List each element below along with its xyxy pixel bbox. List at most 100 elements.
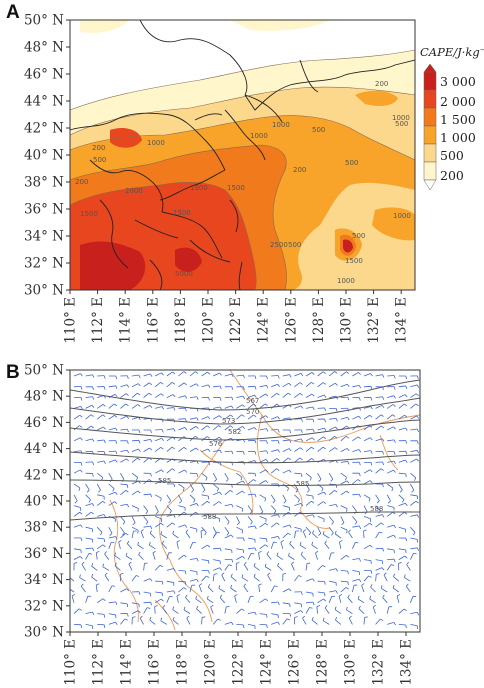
wind-barb (270, 468, 277, 474)
wind-barb-flag (103, 451, 106, 455)
wind-barb (405, 586, 411, 593)
wind-barb (300, 554, 307, 560)
wind-barb (280, 541, 284, 549)
wind-barb-flag (243, 561, 247, 565)
wind-barb (70, 577, 75, 582)
wind-barb (224, 516, 230, 523)
wind-barb-flag (254, 611, 257, 616)
wind-barb-flag (276, 458, 280, 461)
wind-barb-flag (276, 468, 280, 471)
wind-barb (155, 437, 162, 442)
wind-barb (410, 494, 418, 497)
wind-barb (329, 568, 337, 571)
wind-barb-flag (196, 605, 199, 609)
wind-barb-flag (183, 554, 187, 558)
wind-barb (104, 553, 110, 560)
wind-barb (85, 511, 92, 517)
wind-barb-flag (393, 622, 396, 626)
wind-barb (236, 505, 243, 509)
wind-barb (131, 531, 134, 539)
wind-barb-flag (335, 426, 338, 430)
wind-barb-flag (370, 373, 373, 377)
lat-label: 40° N (24, 148, 64, 164)
wind-barb-flag (229, 490, 234, 493)
wind-barb (166, 552, 169, 560)
wind-barb-flag (80, 524, 83, 528)
wind-barb-flag (266, 624, 268, 628)
wind-barb-flag (412, 532, 416, 536)
lon-label: 128° E (315, 639, 331, 686)
wind-barb-flag (103, 460, 106, 464)
wind-barb-flag (205, 477, 208, 481)
wind-barb-flag (127, 613, 129, 617)
wind-barb-flag (254, 473, 257, 477)
wind-barb (328, 596, 333, 603)
wind-barb (271, 621, 278, 625)
wind-barb (288, 555, 295, 560)
wind-barb (224, 414, 231, 420)
wind-barb (294, 494, 300, 500)
wind-barb (143, 578, 151, 582)
wind-barb (189, 557, 197, 560)
wind-barb (120, 526, 125, 534)
wind-barb-flag (202, 489, 206, 493)
wind-barb-flag (415, 500, 419, 504)
wind-barb-flag (369, 522, 373, 526)
wind-barb-flag (254, 547, 257, 551)
wind-barb-flag (299, 382, 303, 385)
wind-barb-flag (78, 608, 83, 611)
wind-barb (329, 590, 337, 593)
wind-barb (340, 516, 345, 523)
wind-barb-flag (404, 555, 408, 559)
wind-barb-flag (183, 447, 187, 450)
wind-barb-flag (79, 414, 83, 418)
wind-barb (108, 527, 113, 534)
wind-barb-flag (253, 479, 257, 482)
wind-barb (143, 607, 148, 614)
wind-barb-flag (276, 392, 280, 396)
wind-barb-flag (265, 459, 269, 463)
wind-barb-flag (299, 457, 303, 461)
wind-barb-flag (339, 540, 343, 543)
contour-label: 500 (93, 156, 106, 164)
wind-barb (70, 588, 75, 593)
wind-barb-flag (80, 386, 83, 390)
wind-barb-flag (115, 601, 118, 606)
wind-barb-flag (323, 491, 327, 495)
wind-barb (387, 505, 395, 508)
lat-label: 42° N (24, 121, 64, 137)
wind-barb-flag (364, 616, 368, 618)
wind-barb (294, 438, 302, 442)
wind-barb (189, 426, 197, 431)
wind-barb-flag (295, 489, 299, 493)
wind-barb-flag (415, 393, 419, 397)
wind-barb (289, 543, 295, 550)
wind-barb (282, 532, 289, 539)
wind-barb (270, 458, 278, 463)
wind-barb-flag (334, 436, 338, 439)
wind-barb (97, 514, 105, 517)
wind-barb (398, 548, 406, 551)
wind-barb-flag (324, 540, 327, 544)
wind-barb (108, 585, 113, 593)
wind-barb-flag (338, 594, 343, 597)
wind-barb-flag (216, 531, 220, 534)
wind-barb-flag (254, 440, 257, 444)
wind-barb-flag (308, 532, 312, 536)
wind-barb-flag (102, 598, 106, 601)
wind-barb (271, 383, 278, 388)
wind-barb (85, 396, 93, 398)
wind-barb (108, 403, 115, 409)
wind-barb (387, 460, 395, 463)
wind-barb (96, 544, 104, 550)
wind-barb (213, 491, 220, 496)
wind-barb (85, 526, 93, 530)
wind-barb (224, 606, 227, 614)
wind-barb-flag (160, 382, 164, 385)
wind-barb (176, 541, 179, 549)
wind-barb-flag (91, 425, 95, 429)
wind-barb-flag (369, 595, 372, 600)
wind-barb (73, 494, 78, 502)
wind-barb-flag (126, 384, 130, 388)
wind-barb (259, 613, 267, 615)
